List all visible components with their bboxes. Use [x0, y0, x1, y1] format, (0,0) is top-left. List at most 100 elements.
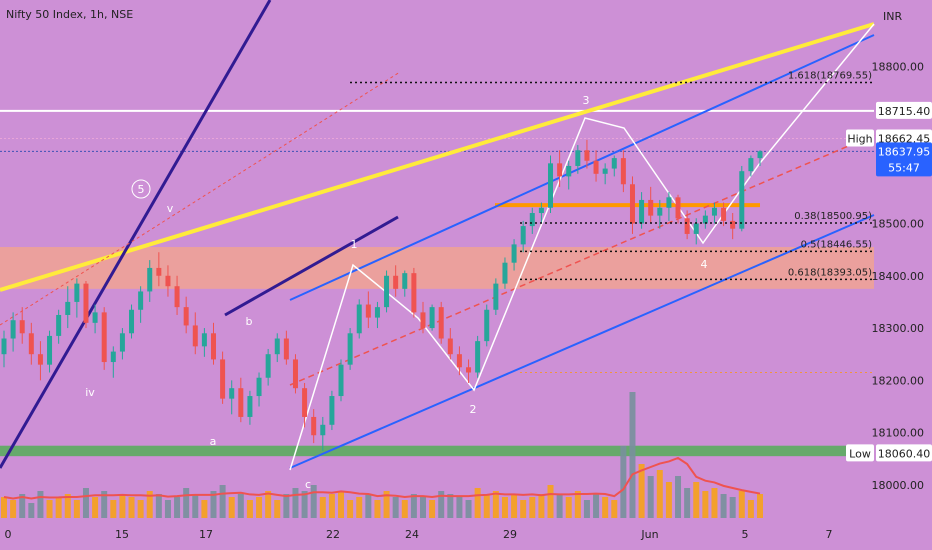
candle-series	[1, 139, 763, 451]
candle-body	[620, 158, 626, 185]
volume-bar	[310, 485, 317, 518]
candle-body	[475, 341, 481, 373]
time-tick-label: 15	[115, 528, 129, 541]
volume-bar	[757, 494, 763, 518]
volume-bar	[501, 497, 508, 518]
candle-body	[402, 273, 408, 289]
volume-bar	[656, 470, 663, 518]
volume-bar	[210, 491, 217, 518]
volume-bar	[174, 497, 181, 518]
price-badge-current	[876, 142, 932, 177]
volume-bar	[301, 491, 308, 518]
support-zone	[0, 445, 874, 457]
trend-lines	[0, 0, 875, 471]
volume-bar	[374, 500, 381, 518]
volume-bar	[638, 464, 645, 518]
volume-bar	[73, 500, 80, 518]
candle-body	[147, 267, 153, 292]
candle-body	[10, 320, 16, 339]
candle-body	[447, 338, 453, 355]
candle-body	[329, 396, 335, 425]
candle-body	[593, 160, 599, 174]
volume-bar	[419, 497, 426, 518]
candle-body	[693, 223, 699, 234]
candle-body	[684, 218, 690, 234]
wave-5-circle	[131, 179, 151, 199]
candle-body	[238, 388, 244, 417]
volume-bar	[620, 446, 627, 518]
volume-bar	[37, 491, 44, 518]
volume-bar	[738, 491, 745, 518]
price-tick-label: 18000.00	[872, 479, 925, 492]
candle-body	[256, 377, 262, 397]
candle-body	[511, 244, 517, 263]
candle-body	[174, 286, 180, 308]
volume-bar	[28, 503, 35, 518]
candle-body	[165, 275, 171, 287]
volume-bar	[19, 494, 26, 518]
volume-bar	[338, 491, 345, 518]
volume-bar	[256, 497, 263, 518]
candle-body	[92, 312, 98, 323]
volume-bar	[511, 494, 518, 518]
yellow-trend-line	[0, 22, 875, 292]
candle-body	[274, 338, 280, 355]
candle-body	[529, 213, 535, 227]
time-axis[interactable]	[0, 520, 874, 550]
candle-body	[119, 333, 125, 352]
candle-body	[411, 273, 417, 313]
volume-bar	[583, 500, 590, 518]
volume-bar	[574, 491, 581, 518]
wave-label: iv	[85, 386, 95, 399]
wave-label: 5	[138, 183, 145, 196]
candle-body	[666, 197, 672, 208]
volume-bar	[201, 500, 208, 518]
candle-body	[192, 325, 198, 347]
volume-bar	[593, 494, 600, 518]
volume-bar	[474, 488, 481, 518]
volume-bar	[365, 494, 372, 518]
blue-upper-channel	[289, 34, 875, 301]
chart-title: Nifty 50 Index, 1h, NSE	[6, 8, 133, 21]
candle-body	[584, 150, 590, 161]
price-badge-value: 18060.40	[878, 447, 931, 460]
volume-bar	[684, 488, 691, 518]
candle-body	[129, 309, 135, 334]
volume-bar	[647, 476, 654, 518]
candle-body	[429, 307, 435, 329]
candle-body	[639, 199, 645, 224]
badge-tag-box	[846, 129, 874, 147]
price-badge-low	[876, 444, 932, 462]
candle-body	[56, 314, 62, 336]
candle-body	[19, 320, 25, 334]
candle-body	[220, 359, 226, 399]
candle-body	[365, 304, 371, 318]
volume-bar	[110, 500, 117, 518]
candle-body	[156, 267, 162, 276]
volume-bar	[356, 497, 363, 518]
price-badge-line	[876, 101, 932, 119]
volume-bar	[46, 500, 53, 518]
volume-bar	[292, 488, 299, 518]
price-tick-label: 18200.00	[872, 374, 925, 387]
volume-bar	[693, 482, 700, 518]
candle-body	[675, 197, 681, 219]
badge-tag: Low	[849, 447, 871, 460]
volume-bar	[128, 497, 135, 518]
volume-bar	[702, 491, 709, 518]
volume-bar	[520, 500, 527, 518]
price-badge-value: 18637.95	[878, 145, 931, 158]
currency-label: INR	[883, 10, 902, 23]
candle-body	[566, 165, 572, 177]
volume-bar	[565, 497, 572, 518]
candle-body	[283, 338, 289, 360]
candle-body	[575, 150, 581, 166]
candle-body	[456, 354, 462, 368]
volume-bar	[319, 497, 326, 518]
volume-bar	[146, 491, 153, 518]
candle-body	[739, 171, 745, 229]
candle-body	[292, 359, 298, 389]
candle-body	[302, 388, 308, 417]
candle-body	[438, 307, 444, 339]
